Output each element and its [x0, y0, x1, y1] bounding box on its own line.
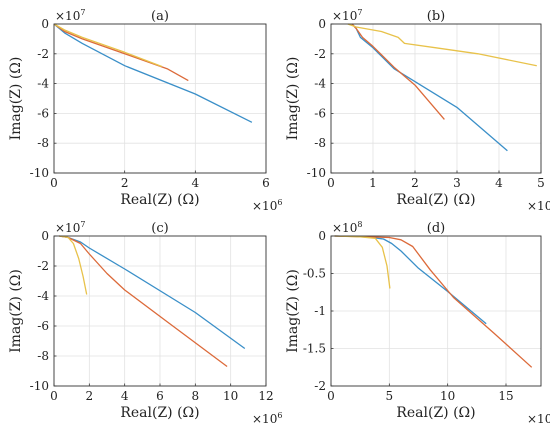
y-tick-label: -2 [37, 47, 49, 61]
x-exponent-power: 6 [277, 198, 282, 207]
x-tick-label: 4 [495, 176, 503, 190]
x-tick-label: 0 [327, 389, 335, 403]
y-exponent: ×108 [332, 220, 362, 235]
subplot-2: 0 2 4 6 8 10 120-2-4-6-8-10(c)×107×106Real(Z) … [8, 220, 282, 426]
x-tick-label: 10 [223, 389, 238, 403]
y-exponent-power: 7 [80, 220, 85, 229]
series-line-orange [59, 235, 228, 368]
x-exponent: ×106 [527, 198, 550, 213]
y-tick-label: -8 [37, 136, 49, 150]
y-exponent-power: 8 [357, 220, 362, 229]
x-exponent-base: ×10 [252, 412, 277, 426]
y-tick-label: -1 [314, 304, 326, 318]
y-exponent: ×107 [55, 220, 85, 235]
x-exponent-base: ×10 [527, 412, 550, 426]
x-tick-label: 0 [50, 176, 58, 190]
x-tick-label: 2 [86, 389, 94, 403]
x-exponent: ×106 [252, 411, 282, 426]
x-axis-label: Real(Z) (Ω) [396, 405, 475, 421]
y-tick-label: -10 [307, 166, 326, 180]
x-tick-label: 5 [537, 176, 545, 190]
x-tick-label: 2 [411, 176, 419, 190]
y-tick-label: -8 [37, 349, 49, 363]
x-exponent-power: 6 [277, 411, 282, 420]
x-tick-label: 5 [386, 389, 394, 403]
y-tick-label: -6 [37, 106, 49, 120]
y-axis-label: Imag(Z) (Ω) [8, 57, 24, 141]
y-tick-label: 0 [318, 17, 326, 31]
y-tick-label: -2 [314, 47, 326, 61]
x-tick-label: 2 [121, 176, 129, 190]
y-tick-label: -8 [314, 136, 326, 150]
y-axis-label: Imag(Z) (Ω) [285, 57, 301, 141]
plot-frame [330, 23, 542, 174]
y-tick-label: -2 [314, 379, 326, 393]
series-line-orange [334, 235, 533, 368]
y-exponent-power: 7 [80, 8, 85, 17]
y-tick-label: -4 [37, 77, 49, 91]
y-exponent-base: ×10 [332, 221, 357, 235]
x-tick-label: 0 [327, 176, 335, 190]
y-exponent-base: ×10 [55, 221, 80, 235]
series-line-orange [53, 23, 189, 82]
series-line-blue [59, 235, 246, 350]
y-tick-label: -2 [37, 259, 49, 273]
plot-frame [53, 235, 267, 387]
y-exponent: ×107 [332, 8, 362, 23]
x-tick-label: 10 [440, 389, 455, 403]
y-tick-label: -4 [37, 289, 49, 303]
series-line-blue [53, 23, 253, 123]
y-axis-label: Imag(Z) (Ω) [285, 269, 301, 353]
y-axis-label: Imag(Z) (Ω) [8, 269, 24, 353]
subplot-title: (b) [427, 9, 445, 24]
x-tick-label: 6 [262, 176, 270, 190]
x-exponent: ×106 [252, 198, 282, 213]
x-exponent-base: ×10 [527, 199, 550, 213]
series-line-yellow [59, 235, 88, 295]
plot-frame [330, 235, 542, 387]
x-tick-label: 0 [50, 389, 58, 403]
subplot-title: (d) [427, 221, 445, 236]
y-tick-label: -6 [314, 106, 326, 120]
x-tick-label: 4 [121, 389, 129, 403]
series-line-blue [351, 23, 508, 152]
y-exponent: ×107 [55, 8, 85, 23]
y-exponent-base: ×10 [55, 9, 80, 23]
x-tick-label: 8 [192, 389, 200, 403]
subplot-title: (c) [151, 221, 168, 236]
x-exponent-base: ×10 [252, 199, 277, 213]
series-line-yellow [53, 23, 163, 68]
y-tick-label: -10 [30, 166, 49, 180]
y-tick-label: -6 [37, 319, 49, 333]
y-tick-label: -4 [314, 77, 326, 91]
x-tick-label: 3 [453, 176, 461, 190]
y-tick-label: 0 [41, 229, 49, 243]
x-tick-label: 1 [369, 176, 377, 190]
x-axis-label: Real(Z) (Ω) [120, 405, 199, 421]
series-line-yellow [334, 235, 391, 289]
x-axis-label: Real(Z) (Ω) [396, 192, 475, 208]
y-tick-label: -0.5 [303, 267, 326, 281]
y-tick-label: 0 [41, 17, 49, 31]
x-exponent: ×106 [527, 411, 550, 426]
y-tick-label: 0 [318, 229, 326, 243]
y-tick-label: -10 [30, 379, 49, 393]
subplot-title: (a) [151, 9, 169, 24]
x-axis-label: Real(Z) (Ω) [120, 192, 199, 208]
x-tick-label: 15 [498, 389, 513, 403]
series-line-yellow [347, 23, 537, 67]
y-tick-label: -1.5 [303, 342, 326, 356]
x-tick-label: 12 [258, 389, 273, 403]
series-line-orange [351, 23, 445, 120]
x-tick-label: 6 [156, 389, 164, 403]
y-exponent-power: 7 [357, 8, 362, 17]
x-tick-label: 4 [192, 176, 200, 190]
plot-frame [53, 23, 267, 174]
y-exponent-base: ×10 [332, 9, 357, 23]
